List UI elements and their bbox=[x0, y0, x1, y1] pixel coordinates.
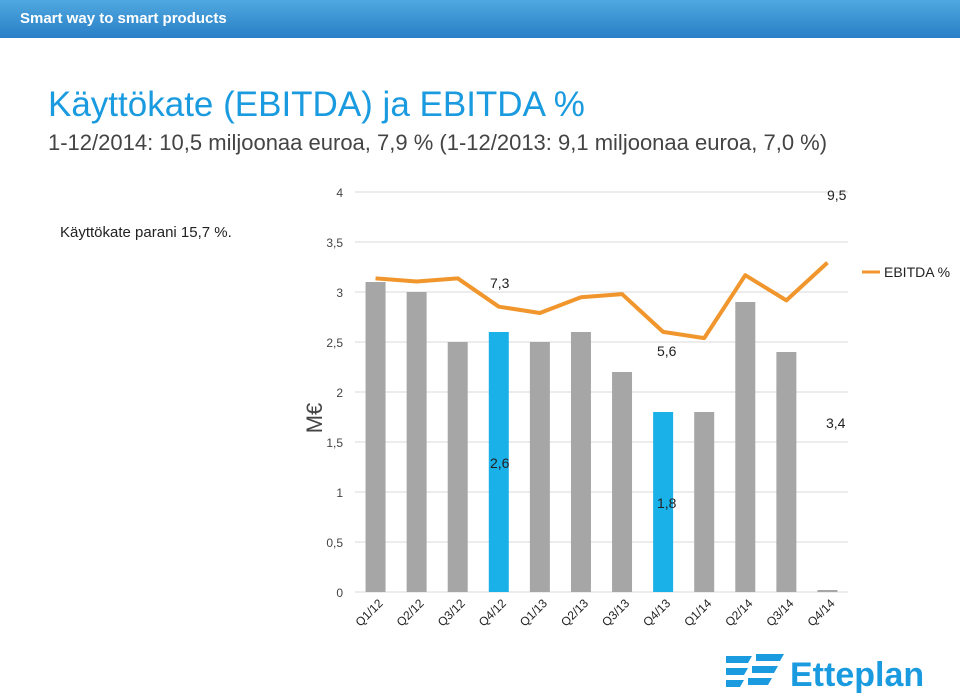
etteplan-logo-text: Etteplan bbox=[790, 656, 924, 694]
x-tick-label: Q1/12 bbox=[353, 596, 386, 629]
chart-bar bbox=[817, 590, 837, 592]
y-tick-label: 0 bbox=[336, 586, 343, 600]
etteplan-logo-icon bbox=[726, 654, 784, 687]
data-label: 1,8 bbox=[657, 495, 677, 511]
y-tick-label: 1,5 bbox=[326, 436, 343, 450]
y-axis-label: M€ bbox=[302, 403, 327, 434]
y-tick-label: 4 bbox=[336, 186, 343, 200]
y-tick-label: 0,5 bbox=[326, 536, 343, 550]
data-label: 3,4 bbox=[826, 415, 846, 431]
chart-bar bbox=[571, 332, 591, 592]
chart-bar bbox=[448, 342, 468, 592]
x-tick-label: Q2/12 bbox=[394, 596, 427, 629]
x-tick-label: Q2/14 bbox=[722, 596, 755, 629]
legend-label: EBITDA % bbox=[884, 264, 950, 280]
ebitda-line bbox=[376, 263, 828, 339]
x-tick-label: Q4/13 bbox=[640, 596, 673, 629]
y-tick-label: 3,5 bbox=[326, 236, 343, 250]
x-tick-label: Q3/12 bbox=[435, 596, 468, 629]
chart-bar bbox=[530, 342, 550, 592]
x-tick-label: Q3/14 bbox=[763, 596, 796, 629]
x-tick-label: Q3/13 bbox=[599, 596, 632, 629]
chart-bar bbox=[694, 412, 714, 592]
chart-bar bbox=[735, 302, 755, 592]
x-tick-label: Q1/14 bbox=[681, 596, 714, 629]
ebitda-chart: 00,511,522,533,54M€Q1/12 Q2/12 Q3/12 Q4/12 Q… bbox=[0, 0, 960, 650]
data-label: 2,6 bbox=[490, 455, 510, 471]
chart-bar bbox=[407, 292, 427, 592]
data-label: 5,6 bbox=[657, 343, 677, 359]
x-tick-label: Q1/13 bbox=[517, 596, 550, 629]
etteplan-logo: Etteplan bbox=[726, 650, 946, 694]
y-tick-label: 2,5 bbox=[326, 336, 343, 350]
chart-bar bbox=[366, 282, 386, 592]
y-tick-label: 1 bbox=[336, 486, 343, 500]
x-tick-label: Q4/14 bbox=[805, 596, 838, 629]
x-tick-label: Q2/13 bbox=[558, 596, 591, 629]
data-label: 9,5 bbox=[827, 187, 847, 203]
chart-bar bbox=[612, 372, 632, 592]
data-label: 7,3 bbox=[490, 275, 510, 291]
y-tick-label: 2 bbox=[336, 386, 343, 400]
chart-bar bbox=[776, 352, 796, 592]
x-tick-label: Q4/12 bbox=[476, 596, 509, 629]
y-tick-label: 3 bbox=[336, 286, 343, 300]
